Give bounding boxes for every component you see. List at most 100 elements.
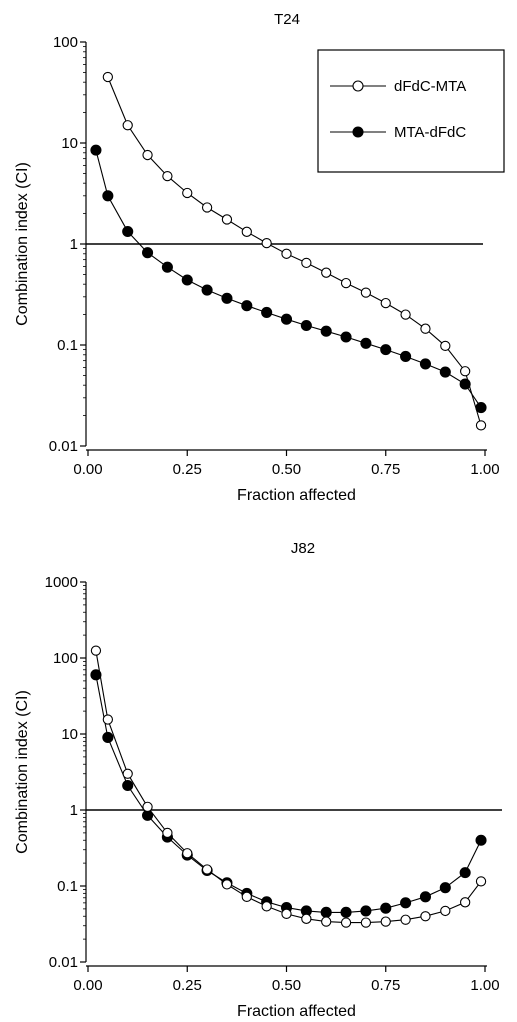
data-point [380, 344, 392, 356]
data-point [102, 71, 113, 83]
data-point [459, 897, 471, 908]
x-tick-label: 0.00 [73, 977, 102, 994]
x-tick-label: 0.00 [73, 461, 102, 478]
series-line [95, 650, 482, 924]
data-point [420, 911, 431, 922]
x-tick-label: 1.00 [470, 977, 499, 994]
data-point [459, 867, 471, 879]
data-point [340, 917, 352, 928]
data-point [440, 340, 451, 352]
x-tick-label: 0.75 [371, 977, 400, 994]
x-tick-label: 0.75 [371, 461, 400, 478]
x-axis-title: Fraction affected [237, 1003, 356, 1020]
data-point [241, 300, 253, 312]
data-point [419, 891, 432, 903]
y-tick-label: 0.01 [49, 954, 78, 971]
y-tick-label: 10 [61, 135, 78, 152]
data-point [380, 297, 391, 309]
data-point [142, 149, 153, 161]
data-point [400, 309, 411, 320]
data-point [201, 864, 213, 875]
y-tick-label: 100 [53, 650, 78, 667]
y-tick-label: 100 [53, 34, 78, 51]
data-point [201, 284, 213, 296]
data-point [102, 190, 114, 202]
data-point [90, 669, 102, 681]
data-point [122, 225, 134, 238]
y-tick-label: 0.1 [57, 878, 78, 895]
data-point [281, 248, 292, 259]
data-point [261, 306, 273, 319]
y-tick-label: 1 [70, 236, 78, 253]
data-point [90, 144, 102, 156]
x-tick-label: 0.50 [272, 461, 301, 478]
data-point [475, 834, 487, 846]
data-point [102, 714, 113, 725]
data-point [261, 237, 272, 249]
series-line [95, 674, 482, 913]
data-point [380, 902, 392, 914]
data-point [122, 768, 133, 779]
y-tick-label: 1 [70, 802, 78, 819]
y-tick-label: 1000 [45, 574, 78, 591]
data-point [400, 897, 412, 909]
data-point [320, 325, 332, 337]
data-point [475, 420, 487, 431]
data-point [400, 914, 411, 925]
data-point [281, 908, 292, 920]
data-point [221, 292, 233, 304]
data-point [439, 366, 451, 378]
legend-marker [352, 80, 364, 92]
data-point [360, 905, 372, 917]
legend-marker [352, 126, 364, 138]
data-point [459, 366, 471, 377]
legend: dFdC-MTA MTA-dFdC [317, 49, 505, 173]
data-point [241, 226, 252, 237]
data-point [321, 916, 332, 927]
data-point [142, 247, 154, 259]
data-point [301, 913, 312, 924]
chart-title: T24 [274, 11, 300, 28]
data-point [439, 882, 451, 894]
data-point [221, 879, 233, 890]
legend-label: MTA-dFdC [394, 124, 466, 141]
chart-panel-1: T24 0.01 0.1 1 10 100 0.00 0.25 0.50 0.75 1.00 Frac… [14, 11, 505, 504]
y-axis-title: Combination index (CI) [14, 690, 31, 854]
data-point [320, 906, 332, 918]
data-point [161, 261, 173, 273]
data-point [162, 170, 173, 182]
series-mta-dfdc [90, 144, 487, 414]
y-tick-label: 0.01 [49, 438, 78, 455]
data-point [340, 906, 352, 918]
data-point [162, 827, 173, 839]
data-point [182, 187, 193, 199]
data-point [90, 645, 102, 656]
data-point [475, 876, 487, 887]
data-point [201, 202, 213, 213]
data-point [280, 313, 293, 325]
data-point [440, 905, 451, 917]
x-tick-label: 0.25 [173, 461, 202, 478]
data-point [400, 350, 412, 363]
data-point [181, 274, 193, 286]
series-mta-dfdc [90, 669, 487, 918]
data-point [122, 779, 134, 792]
data-point [340, 331, 352, 343]
data-point [321, 267, 332, 278]
chart-panel-2: J82 0.01 0.1 1 10 100 1000 0.00 0.25 0.50 0.75 1.00… [14, 540, 502, 1020]
legend-box [317, 49, 505, 173]
data-point [419, 358, 432, 370]
data-point [301, 257, 312, 269]
x-tick-label: 1.00 [470, 461, 499, 478]
series-dfdc-mta [102, 71, 487, 431]
y-tick-label: 10 [61, 726, 78, 743]
data-point [221, 214, 233, 225]
chart-title: J82 [291, 540, 315, 557]
y-tick-label: 0.1 [57, 337, 78, 354]
data-point [360, 917, 372, 928]
x-tick-label: 0.25 [173, 977, 202, 994]
data-point [300, 319, 312, 332]
x-axis-title: Fraction affected [237, 487, 356, 504]
y-axis-title: Combination index (CI) [14, 162, 31, 326]
data-point [340, 277, 352, 289]
